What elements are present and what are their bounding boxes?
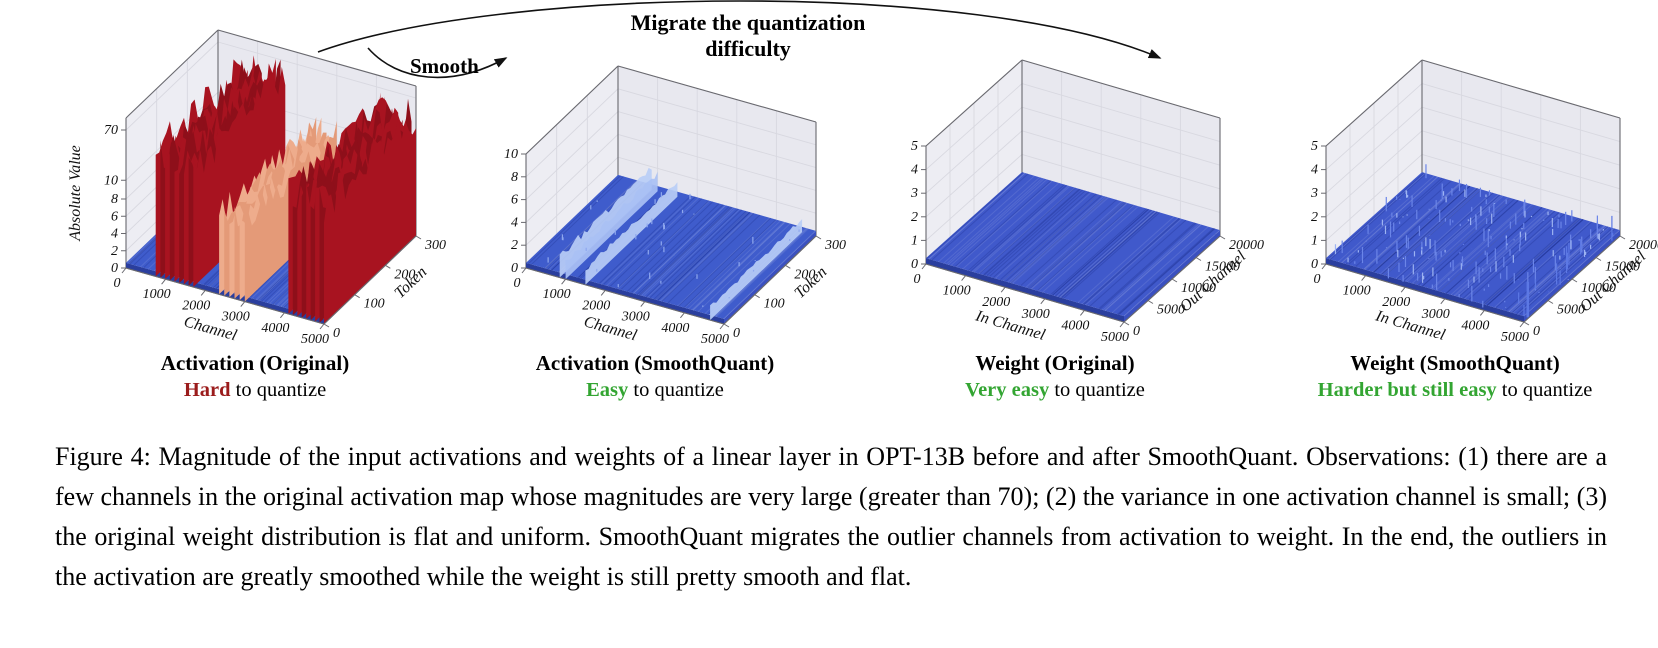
svg-text:300: 300	[824, 238, 846, 253]
subtitle-rest: to quantize	[1496, 379, 1593, 401]
subtitle-rest: to quantize	[1049, 379, 1145, 401]
svg-text:0: 0	[1314, 272, 1321, 287]
svg-text:6: 6	[111, 209, 118, 224]
svg-text:2: 2	[511, 238, 518, 253]
svg-text:3000: 3000	[621, 310, 650, 325]
svg-text:20000: 20000	[1229, 238, 1264, 253]
migrate-annotation-line2: difficulty	[705, 35, 791, 61]
svg-text:3000: 3000	[1421, 307, 1450, 322]
smooth-annotation: Smooth	[410, 54, 479, 78]
svg-text:1000: 1000	[1343, 284, 1371, 299]
svg-text:4: 4	[1311, 163, 1318, 178]
svg-text:2000: 2000	[982, 295, 1010, 310]
plot-subtitle: Hard to quantize	[60, 379, 450, 402]
plot-subtitle: Very easy to quantize	[860, 379, 1250, 402]
svg-text:200: 200	[394, 267, 415, 282]
svg-text:15000: 15000	[1205, 260, 1240, 275]
svg-text:5000: 5000	[301, 332, 329, 347]
svg-text:4: 4	[111, 227, 118, 242]
svg-text:4: 4	[511, 215, 518, 230]
svg-text:0: 0	[514, 276, 521, 291]
svg-text:Absolute Value: Absolute Value	[67, 145, 84, 242]
svg-text:4000: 4000	[661, 321, 689, 336]
svg-text:2000: 2000	[182, 298, 210, 313]
plots-row: 0 2 4 6 8 10 70 0 1000 2000 3000 4000 5000 0 100 200 300…	[46, 0, 1658, 402]
svg-text:3: 3	[910, 186, 918, 201]
svg-text:4: 4	[911, 163, 918, 178]
migrate-annotation-line1: Migrate the quantization	[630, 10, 866, 35]
svg-text:4000: 4000	[261, 321, 289, 336]
svg-text:0: 0	[733, 326, 740, 341]
svg-text:5000: 5000	[1157, 303, 1185, 318]
plot-weight-smoothquant: 0 1 2 3 4 5 0 1000 2000 3000 4000 5000 0 5000 10000 150…	[1246, 0, 1658, 402]
difficulty-label: Very easy	[965, 379, 1050, 401]
svg-text:0: 0	[333, 326, 340, 341]
svg-text:2000: 2000	[1382, 295, 1410, 310]
surface-plot-activation-original: 0 2 4 6 8 10 70 0 1000 2000 3000 4000 5000 0 100 200 300…	[67, 29, 446, 347]
svg-text:70: 70	[104, 123, 118, 138]
plot-title: Weight (SmoothQuant)	[1350, 351, 1560, 375]
subtitle-rest: to quantize	[628, 379, 724, 401]
difficulty-label: Hard	[183, 379, 231, 401]
svg-text:8: 8	[111, 192, 118, 207]
svg-text:10000: 10000	[1181, 281, 1216, 296]
svg-text:6: 6	[511, 193, 518, 208]
migrate-annotation: Migrate the quantization difficulty	[612, 10, 884, 62]
plot-subtitle: Harder but still easy to quantize	[1260, 379, 1650, 402]
difficulty-label: Easy	[586, 379, 629, 401]
svg-text:3000: 3000	[221, 310, 250, 325]
svg-text:100: 100	[364, 297, 385, 312]
svg-text:0: 0	[1133, 324, 1140, 339]
svg-text:2: 2	[111, 244, 118, 259]
svg-text:1: 1	[1311, 233, 1318, 248]
figure-caption: Figure 4: Magnitude of the input activat…	[55, 442, 1607, 592]
svg-text:2000: 2000	[582, 298, 610, 313]
svg-text:0: 0	[1311, 257, 1318, 272]
surface-plot-weight-original: 0 1 2 3 4 5 0 1000 2000 3000 4000 5000 0 5000 10000 150…	[910, 59, 1264, 345]
svg-text:1: 1	[911, 233, 918, 248]
plot-weight-original: 0 1 2 3 4 5 0 1000 2000 3000 4000 5000 0 5000 10000 150…	[846, 0, 1264, 402]
svg-text:0: 0	[911, 257, 918, 272]
plot-subtitle: Easy to quantize	[460, 379, 850, 402]
svg-text:8: 8	[511, 170, 518, 185]
svg-text:0: 0	[914, 272, 921, 287]
svg-text:1000: 1000	[543, 287, 571, 302]
svg-text:1000: 1000	[943, 284, 971, 299]
svg-text:200: 200	[794, 267, 815, 282]
svg-text:10: 10	[504, 147, 518, 162]
plot-activation-original: 0 2 4 6 8 10 70 0 1000 2000 3000 4000 5000 0 100 200 300…	[46, 0, 446, 402]
plot-activation-smoothquant: 0 2 4 6 8 10 0 1000 2000 3000 4000 5000 0 100 200 300 Ch…	[446, 0, 846, 402]
svg-text:5000: 5000	[1501, 330, 1529, 345]
svg-text:15000: 15000	[1605, 260, 1640, 275]
plot-title: Activation (Original)	[160, 351, 350, 375]
difficulty-label: Harder but still easy	[1317, 379, 1497, 401]
svg-text:10: 10	[104, 173, 118, 188]
svg-text:4000: 4000	[1061, 318, 1089, 333]
svg-text:300: 300	[424, 238, 446, 253]
svg-text:0: 0	[114, 276, 121, 291]
svg-text:3000: 3000	[1021, 307, 1050, 322]
svg-text:5: 5	[911, 139, 918, 154]
svg-text:0: 0	[511, 261, 518, 276]
svg-text:4000: 4000	[1461, 318, 1489, 333]
svg-text:5000: 5000	[1101, 330, 1129, 345]
svg-text:5000: 5000	[701, 332, 729, 347]
subtitle-rest: to quantize	[230, 379, 327, 401]
svg-text:2: 2	[1311, 210, 1318, 225]
svg-text:5000: 5000	[1557, 303, 1585, 318]
surface-plot-weight-smoothquant: 0 1 2 3 4 5 0 1000 2000 3000 4000 5000 0 5000 10000 150…	[1310, 59, 1658, 345]
plot-title: Activation (SmoothQuant)	[535, 351, 775, 375]
svg-text:3: 3	[1310, 186, 1318, 201]
svg-text:1000: 1000	[143, 287, 171, 302]
svg-text:20000: 20000	[1629, 238, 1658, 253]
svg-text:100: 100	[764, 297, 785, 312]
svg-text:0: 0	[111, 261, 118, 276]
plot-title: Weight (Original)	[975, 351, 1135, 375]
svg-text:10000: 10000	[1581, 281, 1616, 296]
svg-text:5: 5	[1311, 139, 1318, 154]
svg-text:0: 0	[1533, 324, 1540, 339]
svg-text:2: 2	[911, 210, 918, 225]
